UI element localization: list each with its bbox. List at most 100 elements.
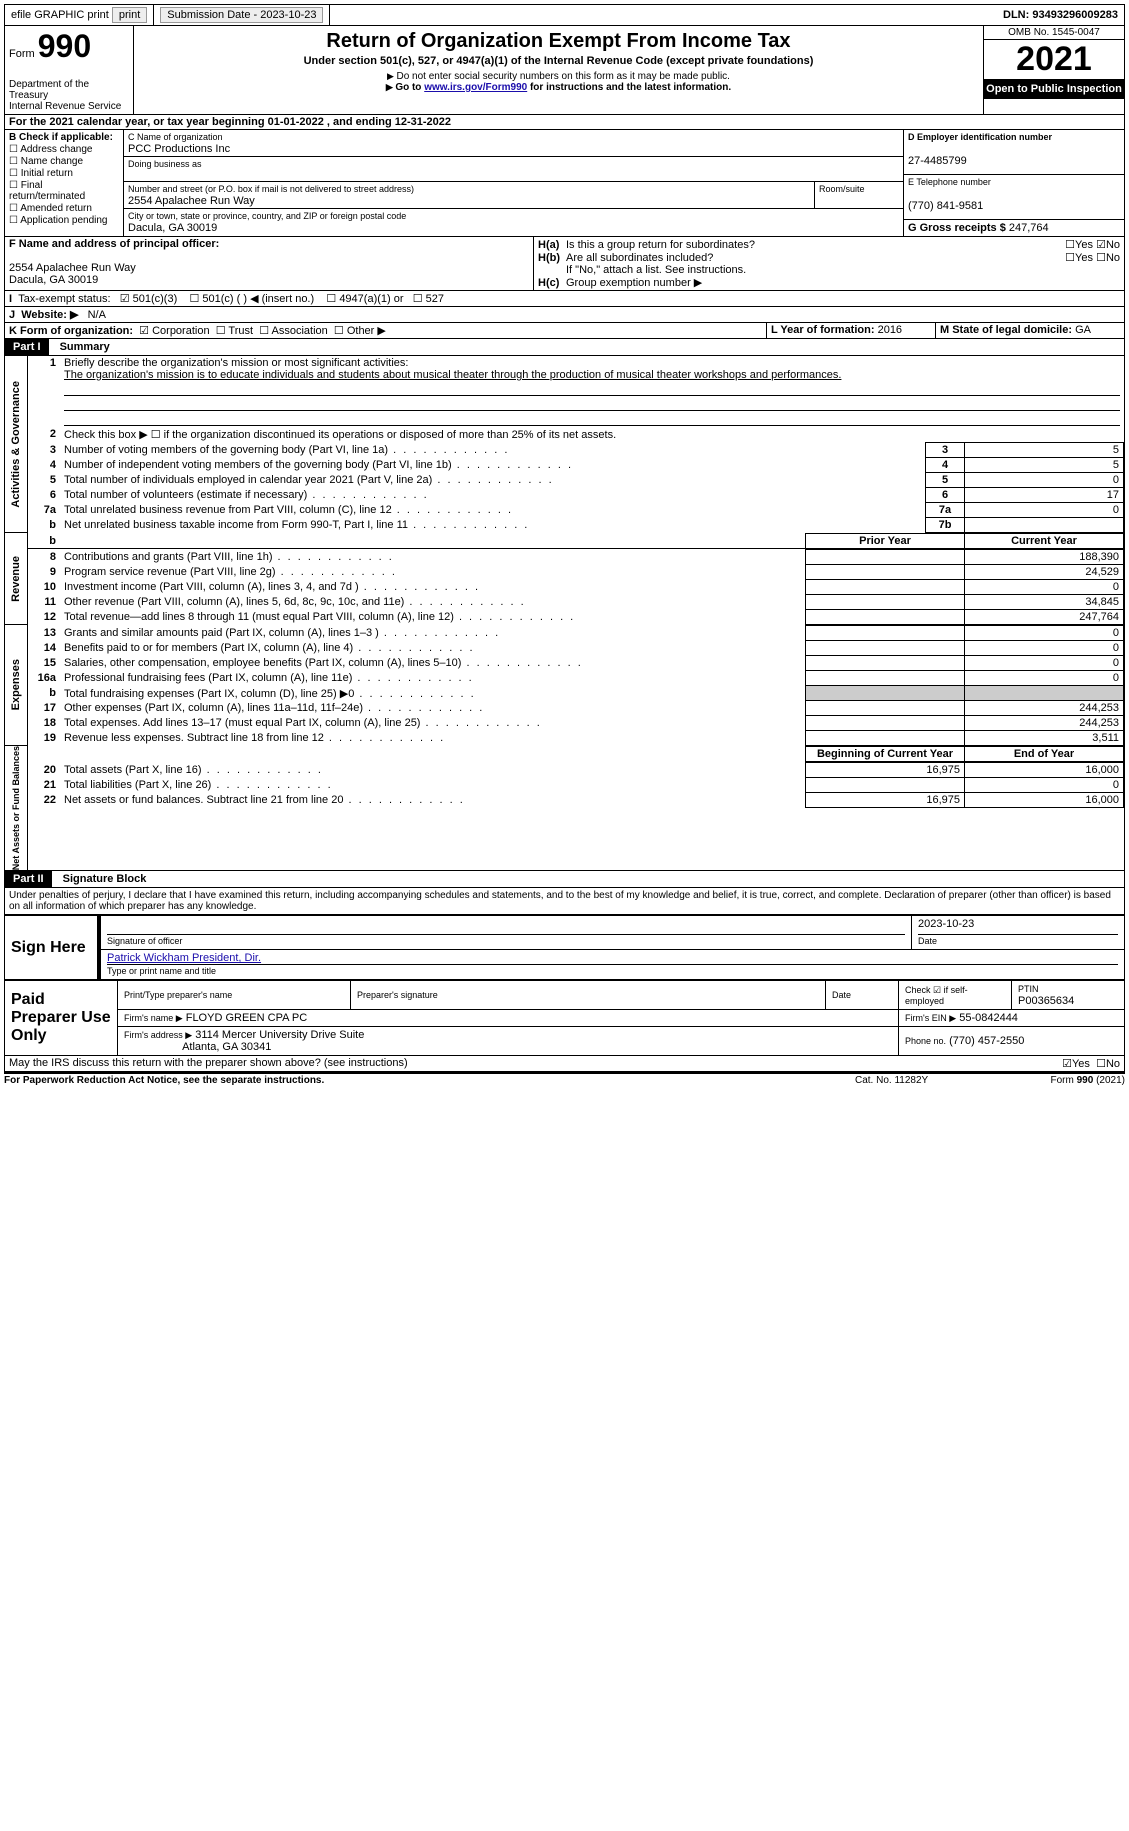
table-row: 18Total expenses. Add lines 13–17 (must … <box>28 716 1124 731</box>
cb-final-return[interactable]: ☐ Final return/terminated <box>9 180 119 202</box>
cb-501c3[interactable]: ☑ 501(c)(3) <box>120 293 178 305</box>
check-self-employed[interactable]: Check ☑ if self-employed <box>899 981 1012 1010</box>
hc-label: Group exemption number ▶ <box>566 277 702 289</box>
irs-label: Internal Revenue Service <box>9 101 129 112</box>
table-row: 5Total number of individuals employed in… <box>28 473 1124 488</box>
firm-phone: (770) 457-2550 <box>949 1035 1024 1047</box>
cb-trust[interactable]: ☐ Trust <box>216 325 253 337</box>
form-header: Form 990 Department of the Treasury Inte… <box>4 26 1125 115</box>
ein: 27-4485799 <box>908 155 967 167</box>
officer-name-link[interactable]: Patrick Wickham President, Dir. <box>107 952 261 964</box>
part2-badge: Part II <box>5 871 52 887</box>
print-button[interactable]: print <box>112 7 147 23</box>
firm-phone-label: Phone no. <box>905 1036 946 1046</box>
cb-4947[interactable]: ☐ 4947(a)(1) or <box>326 293 403 305</box>
table-row: 10Investment income (Part VIII, column (… <box>28 580 1124 595</box>
state-domicile: GA <box>1075 324 1091 336</box>
efile-label: efile GRAPHIC print <box>11 9 109 21</box>
table-row: 19Revenue less expenses. Subtract line 1… <box>28 731 1124 746</box>
hb-no[interactable]: ☐No <box>1096 251 1120 264</box>
org-name: PCC Productions Inc <box>128 143 230 155</box>
officer-addr2: Dacula, GA 30019 <box>9 274 529 286</box>
cb-address-change[interactable]: ☐ Address change <box>9 144 119 155</box>
ha-yes[interactable]: ☐Yes <box>1065 238 1093 251</box>
prep-date-label: Date <box>832 990 851 1000</box>
table-row: bNet unrelated business taxable income f… <box>28 518 1124 533</box>
prep-sig-label: Preparer's signature <box>357 990 438 1000</box>
firm-addr2: Atlanta, GA 30341 <box>182 1041 271 1053</box>
discuss-no[interactable]: ☐No <box>1096 1058 1120 1070</box>
type-name-label: Type or print name and title <box>107 966 216 976</box>
col-begin: Beginning of Current Year <box>806 747 965 762</box>
side-expenses: Expenses <box>10 659 22 710</box>
cb-527[interactable]: ☐ 527 <box>413 293 444 305</box>
open-inspection: Open to Public Inspection <box>984 79 1124 99</box>
part1-body: Activities & Governance 1 Briefly descri… <box>4 356 1125 533</box>
addr-label: Number and street (or P.O. box if mail i… <box>128 184 414 194</box>
website-value: N/A <box>88 309 106 321</box>
table-row: 14Benefits paid to or for members (Part … <box>28 641 1124 656</box>
col-current: Current Year <box>965 534 1124 549</box>
firm-addr: 3114 Mercer University Drive Suite <box>195 1029 364 1041</box>
firm-name-label: Firm's name ▶ <box>124 1013 183 1023</box>
ssn-note: Do not enter social security numbers on … <box>138 71 979 82</box>
q2-text: Check this box ▶ ☐ if the organization d… <box>60 427 1124 442</box>
table-row: 3Number of voting members of the governi… <box>28 443 1124 458</box>
table-row: 7aTotal unrelated business revenue from … <box>28 503 1124 518</box>
form-title: Return of Organization Exempt From Incom… <box>138 30 979 53</box>
firm-ein-label: Firm's EIN ▶ <box>905 1013 956 1023</box>
officer-addr1: 2554 Apalachee Run Way <box>9 262 529 274</box>
section-l-label: L Year of formation: <box>771 324 875 336</box>
col-end: End of Year <box>965 747 1124 762</box>
ptin-label: PTIN <box>1018 984 1039 994</box>
cb-501c[interactable]: ☐ 501(c) ( ) ◀ (insert no.) <box>189 293 314 305</box>
sections-bcdeg: B Check if applicable: ☐ Address change … <box>4 130 1125 237</box>
form-number: 990 <box>38 28 91 64</box>
irs-link[interactable]: www.irs.gov/Form990 <box>424 82 527 93</box>
prep-name-label: Print/Type preparer's name <box>124 990 232 1000</box>
table-row: bTotal fundraising expenses (Part IX, co… <box>28 686 1124 701</box>
cb-initial-return[interactable]: ☐ Initial return <box>9 168 119 179</box>
ha-no[interactable]: ☑No <box>1096 238 1120 251</box>
form-subtitle: Under section 501(c), 527, or 4947(a)(1)… <box>138 55 979 67</box>
side-governance: Activities & Governance <box>10 381 22 508</box>
cb-association[interactable]: ☐ Association <box>259 325 328 337</box>
table-row: 8Contributions and grants (Part VIII, li… <box>28 550 1124 565</box>
governance-table: 1 Briefly describe the organization's mi… <box>28 356 1124 442</box>
q1-label: Briefly describe the organization's miss… <box>64 357 408 369</box>
sig-date: 2023-10-23 <box>918 918 1118 935</box>
firm-addr-label: Firm's address ▶ <box>124 1030 192 1040</box>
discuss-row: May the IRS discuss this return with the… <box>4 1056 1125 1072</box>
part1-title: Summary <box>52 341 110 353</box>
section-k-label: K Form of organization: <box>9 325 133 337</box>
cb-amended-return[interactable]: ☐ Amended return <box>9 203 119 214</box>
section-f-label: F Name and address of principal officer: <box>9 238 529 250</box>
website-label: Website: ▶ <box>21 309 78 321</box>
part2-title: Signature Block <box>55 873 147 885</box>
paid-preparer-label: Paid Preparer Use Only <box>11 991 111 1044</box>
goto-note: Go to www.irs.gov/Form990 for instructio… <box>138 82 979 93</box>
hb-yes[interactable]: ☐Yes <box>1065 251 1093 264</box>
cb-other[interactable]: ☐ Other ▶ <box>334 325 386 337</box>
table-row: 6Total number of volunteers (estimate if… <box>28 488 1124 503</box>
hb-note: If "No," attach a list. See instructions… <box>538 264 1120 276</box>
cat-no: Cat. No. 11282Y <box>855 1075 1005 1086</box>
dln: DLN: 93493296009283 <box>997 7 1124 23</box>
preparer-table: Paid Preparer Use Only Print/Type prepar… <box>4 980 1125 1056</box>
part2-header-row: Part II Signature Block <box>4 871 1125 888</box>
table-row: 21Total liabilities (Part X, line 26)0 <box>28 778 1124 793</box>
discuss-yes[interactable]: ☑Yes <box>1062 1058 1090 1070</box>
cb-application-pending[interactable]: ☐ Application pending <box>9 215 119 226</box>
submission-date-button[interactable]: Submission Date - 2023-10-23 <box>160 7 323 23</box>
perjury-declaration: Under penalties of perjury, I declare th… <box>4 888 1125 915</box>
cb-corporation[interactable]: ☑ Corporation <box>139 325 209 337</box>
ha-question: Is this a group return for subordinates? <box>566 239 1065 251</box>
cb-name-change[interactable]: ☐ Name change <box>9 156 119 167</box>
sections-klm: K Form of organization: ☑ Corporation ☐ … <box>4 323 1125 339</box>
sig-officer-label: Signature of officer <box>107 936 182 946</box>
sections-fh: F Name and address of principal officer:… <box>4 237 1125 291</box>
table-row: 12Total revenue—add lines 8 through 11 (… <box>28 610 1124 625</box>
table-row: 13Grants and similar amounts paid (Part … <box>28 626 1124 641</box>
section-b-label: B Check if applicable: <box>9 132 119 143</box>
side-netassets: Net Assets or Fund Balances <box>11 746 21 870</box>
